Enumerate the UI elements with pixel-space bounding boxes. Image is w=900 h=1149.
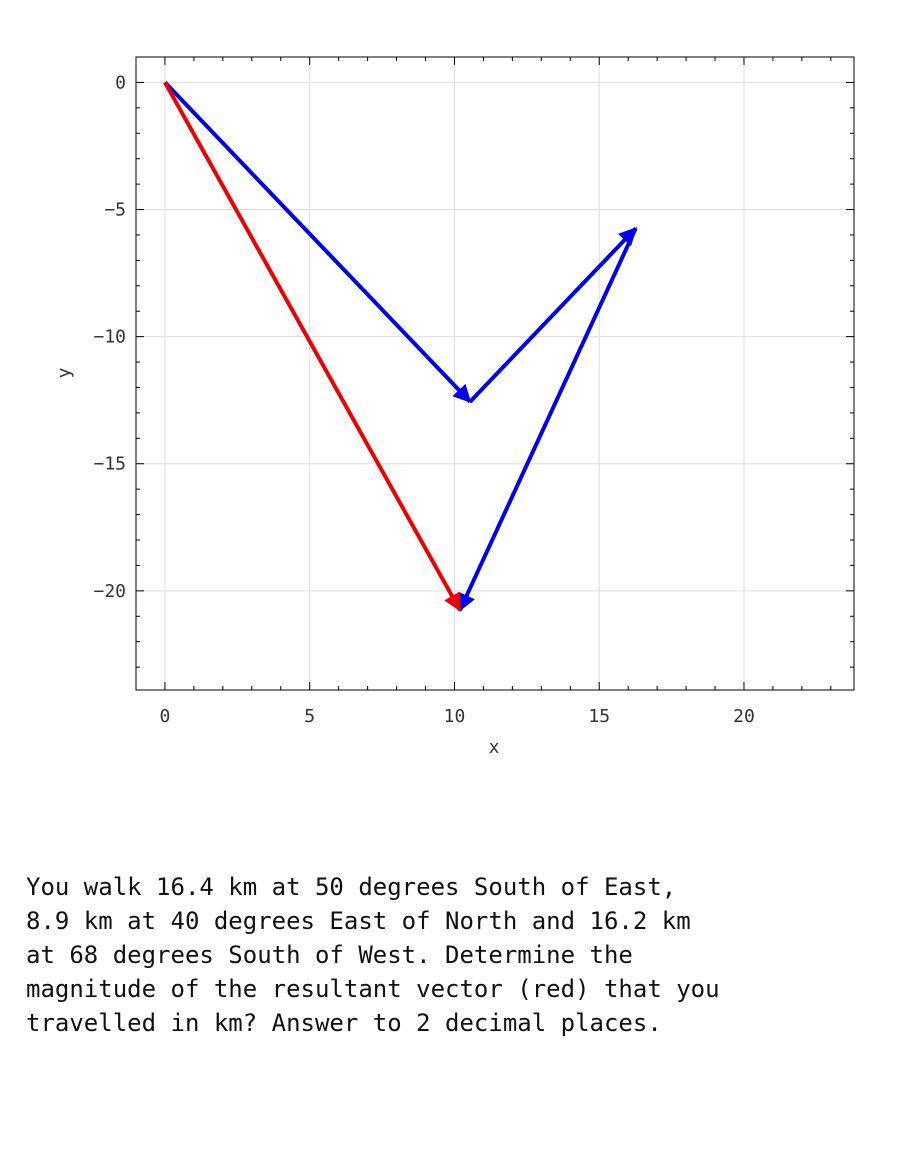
grid-lines	[136, 57, 854, 690]
y-tick-label: −20	[93, 581, 126, 602]
vector-chart: 0 5 10 15 20 0 −5 −10 −15 −20 x y	[54, 56, 855, 758]
component-vector	[468, 226, 638, 404]
x-tick-label: 0	[160, 706, 171, 727]
plot-frame	[135, 56, 855, 691]
y-axis-label: y	[54, 367, 75, 378]
y-tick-label: −5	[104, 200, 126, 221]
x-axis-label: x	[489, 737, 500, 758]
x-tick-label: 5	[304, 706, 315, 727]
x-tick-label: 10	[444, 706, 466, 727]
resultant-vector	[163, 81, 462, 612]
tick-labels: 0 5 10 15 20 0 −5 −10 −15 −20	[93, 72, 754, 727]
question-text: You walk 16.4 km at 50 degrees South of …	[26, 873, 720, 1037]
y-tick-label: −10	[93, 327, 126, 348]
y-tick-label: 0	[115, 72, 126, 93]
y-tick-label: −15	[93, 454, 126, 475]
minor-ticks	[135, 56, 854, 690]
x-tick-label: 15	[588, 706, 610, 727]
component-vector	[163, 81, 472, 404]
vectors	[163, 81, 638, 612]
component-vector	[458, 227, 638, 612]
x-tick-label: 20	[733, 706, 755, 727]
